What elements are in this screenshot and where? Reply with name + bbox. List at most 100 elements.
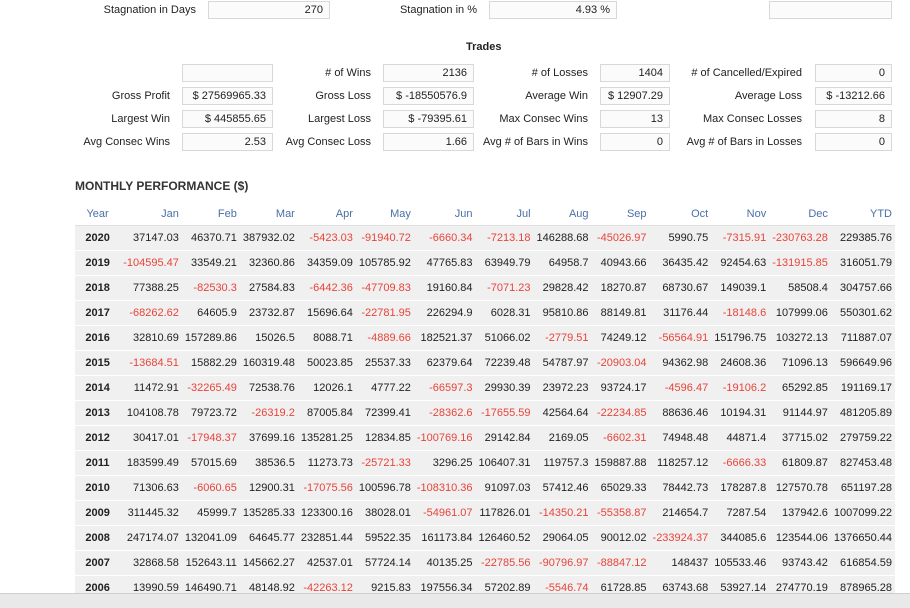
value-cell: 1376650.44 [830,525,895,551]
value-cell: 157289.86 [181,325,240,351]
value-cell: 40943.66 [591,250,650,276]
value-cell: -100769.16 [413,425,476,451]
value-cell: -13684.51 [120,350,182,376]
year-cell: 2017 [75,300,121,326]
avg-loss-label: Average Loss [734,90,802,102]
value-cell: 123300.16 [297,500,356,526]
year-cell: 2010 [75,475,121,501]
value-cell: 32868.58 [120,550,182,576]
largest-win-value: $ 445855.65 [182,110,273,128]
avg-bars-losses-label: Avg # of Bars in Losses [686,136,802,148]
value-cell: -131915.85 [769,250,831,276]
value-cell: 91097.03 [475,475,534,501]
value-cell: 24608.36 [711,350,770,376]
stagnation-extra-value [769,1,892,19]
value-cell: 93743.42 [769,550,831,576]
value-cell: 481205.89 [830,400,895,426]
value-cell: -22234.85 [591,400,650,426]
year-cell: 2007 [75,550,121,576]
value-cell: 37699.16 [239,425,298,451]
year-cell: 2012 [75,425,121,451]
value-cell: 15882.29 [181,350,240,376]
stagnation-days-label: Stagnation in Days [103,4,196,16]
header-aug: Aug [533,203,592,226]
value-cell: -4596.47 [649,375,712,401]
value-cell: -6660.34 [413,225,476,251]
year-cell: 2019 [75,250,121,276]
header-nov: Nov [711,203,770,226]
header-dec: Dec [769,203,831,226]
value-cell: 106407.31 [475,450,534,476]
value-cell: -66597.3 [413,375,476,401]
value-cell: 119757.3 [533,450,592,476]
value-cell: 31176.44 [649,300,712,326]
table-row: 2019 -104595.47 33549.21 32360.86 34359.09 10… [75,250,895,276]
header-year: Year [75,203,121,226]
avg-consec-loss-value: 1.66 [383,133,474,151]
value-cell: -32265.49 [181,375,240,401]
value-cell: 12834.85 [355,425,414,451]
value-cell: 93724.17 [591,375,650,401]
value-cell: 103272.13 [769,325,831,351]
avg-consec-loss-label: Avg Consec Loss [285,136,371,148]
value-cell: 15696.64 [297,300,356,326]
year-cell: 2018 [75,275,121,301]
value-cell: 5990.75 [649,225,712,251]
value-cell: 10194.31 [711,400,770,426]
value-cell: 191169.17 [830,375,895,401]
value-cell: -104595.47 [120,250,182,276]
value-cell: 72538.76 [239,375,298,401]
value-cell: 36435.42 [649,250,712,276]
value-cell: 87005.84 [297,400,356,426]
value-cell: -5423.03 [297,225,356,251]
table-row: 2018 77388.25 -82530.3 27584.83 -6442.36 -477… [75,275,895,301]
year-cell: 2011 [75,450,121,476]
table-row: 2012 30417.01 -17948.37 37699.16 135281.25 12… [75,425,895,451]
value-cell: -55358.87 [591,500,650,526]
value-cell: 29064.05 [533,525,592,551]
largest-loss-value: $ -79395.61 [383,110,474,128]
value-cell: 58508.4 [769,275,831,301]
stagnation-days-value: 270 [208,1,330,19]
value-cell: -68262.62 [120,300,182,326]
header-apr: Apr [297,203,356,226]
value-cell: 64958.7 [533,250,592,276]
value-cell: 827453.48 [830,450,895,476]
value-cell: 77388.25 [120,275,182,301]
stagnation-pct-label: Stagnation in % [399,4,477,16]
value-cell: 214654.7 [649,500,712,526]
value-cell: 57015.69 [181,450,240,476]
value-cell: 64605.9 [181,300,240,326]
gross-loss-value: $ -18550576.9 [383,87,474,105]
value-cell: 12900.31 [239,475,298,501]
value-cell: 72399.41 [355,400,414,426]
value-cell: 178287.8 [711,475,770,501]
year-cell: 2016 [75,325,121,351]
trades-title: Trades [466,41,502,53]
value-cell: 38028.01 [355,500,414,526]
gross-profit-label: Gross Profit [111,90,170,102]
value-cell: 29828.42 [533,275,592,301]
table-row: 2011 183599.49 57015.69 38536.5 11273.73 -257… [75,450,895,476]
table-row: 2017 -68262.62 64605.9 23732.87 15696.64 -227… [75,300,895,326]
value-cell: 23972.23 [533,375,592,401]
value-cell: 68730.67 [649,275,712,301]
value-cell: 550301.62 [830,300,895,326]
horizontal-scrollbar[interactable] [0,593,910,608]
header-may: May [355,203,414,226]
losses-value: 1404 [600,64,670,82]
value-cell: 137942.6 [769,500,831,526]
header-feb: Feb [181,203,240,226]
value-cell: 11472.91 [120,375,182,401]
value-cell: 107999.06 [769,300,831,326]
value-cell: -56564.91 [649,325,712,351]
cancelled-label: # of Cancelled/Expired [691,67,802,79]
value-cell: 104108.78 [120,400,182,426]
value-cell: 71096.13 [769,350,831,376]
value-cell: -47709.83 [355,275,414,301]
trades-blank-box [182,64,273,82]
value-cell: 46370.71 [181,225,240,251]
value-cell: 74948.48 [649,425,712,451]
value-cell: -14350.21 [533,500,592,526]
header-sep: Sep [591,203,650,226]
